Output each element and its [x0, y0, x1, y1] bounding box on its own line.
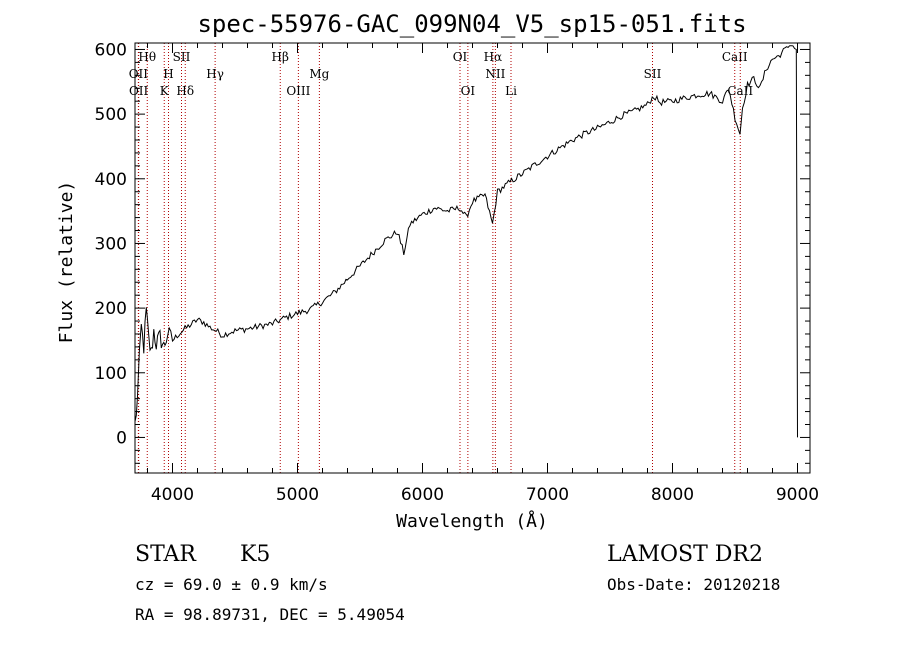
x-tick-label: 9000	[776, 485, 819, 505]
y-tick-label: 500	[95, 105, 127, 125]
axis-ticks	[135, 43, 810, 473]
y-tick-label: 0	[116, 428, 127, 448]
line-marker-label: Hθ	[138, 50, 156, 64]
x-tick-label: 6000	[401, 485, 444, 505]
line-marker-label: OIII	[286, 84, 310, 98]
line-marker-label: Hγ	[206, 67, 224, 81]
y-tick-label: 200	[95, 299, 127, 319]
line-marker-label: Hα	[484, 50, 503, 64]
survey-name: LAMOST DR2	[607, 542, 763, 567]
obs-date-text: Obs-Date: 20120218	[607, 575, 780, 594]
line-marker-label: OI	[461, 84, 476, 98]
y-tick-label: 100	[95, 364, 127, 384]
x-tick-label: 7000	[526, 485, 569, 505]
y-axis-label: Flux (relative)	[56, 181, 77, 344]
line-marker-label: OII	[129, 84, 149, 98]
coordinates-text: RA = 98.89731, DEC = 5.49054	[135, 605, 405, 624]
line-marker-label: SII	[173, 50, 191, 64]
line-marker-label: OI	[453, 50, 468, 64]
x-axis-label: Wavelength (Å)	[396, 510, 548, 532]
line-marker-label: Hδ	[176, 84, 194, 98]
y-tick-label: 300	[95, 234, 127, 254]
line-marker-label: H	[163, 67, 173, 81]
object-class: STAR	[135, 542, 197, 567]
line-marker-label: CaII	[722, 50, 748, 64]
y-tick-label: 400	[95, 170, 127, 190]
line-marker-label: K	[160, 84, 170, 98]
redshift-text: cz = 69.0 ± 0.9 km/s	[135, 575, 328, 594]
y-tick-label: 600	[95, 40, 127, 60]
x-tick-label: 4000	[151, 485, 194, 505]
x-tick-label: 5000	[276, 485, 319, 505]
spectral-line-markers: HθOIIOIIHKSIIHδHγHβOIIIMgOIOIHαNIILiSIIC…	[129, 43, 753, 473]
axis-tick-labels: 4000 5000 6000 7000 8000 9000 0 100 200 300 400 500…	[95, 40, 820, 505]
line-marker-label: SII	[644, 67, 662, 81]
spectrum-line	[134, 45, 798, 438]
line-marker-label: Hβ	[272, 50, 289, 64]
x-tick-label: 8000	[651, 485, 694, 505]
line-marker-label: NII	[485, 67, 505, 81]
plot-frame	[134, 42, 811, 474]
object-subclass: K5	[240, 542, 270, 567]
line-marker-label: Mg	[309, 67, 329, 81]
line-marker-label: Li	[505, 84, 517, 98]
chart-title: spec-55976-GAC_099N04_V5_sp15-051.fits	[197, 10, 746, 38]
